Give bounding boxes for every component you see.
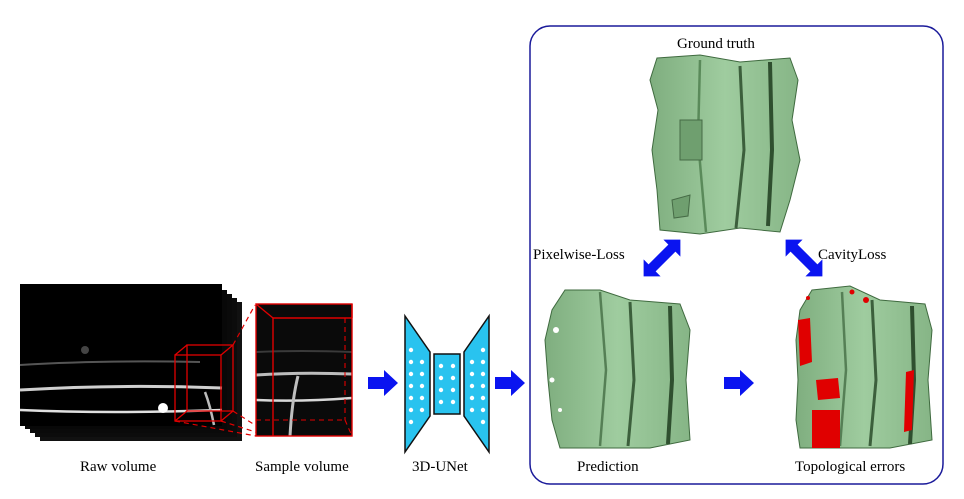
- prediction-label: Prediction: [577, 459, 639, 475]
- flow-arrows: [368, 370, 754, 396]
- cavity-loss-label: CavityLoss: [818, 247, 887, 263]
- ground-truth-surface: [649, 54, 801, 235]
- topological-errors-surface: [795, 285, 933, 449]
- unet-icon: [404, 313, 490, 455]
- arrow-sample-to-unet: [368, 370, 398, 396]
- crop-cube: [174, 344, 234, 422]
- unet-label: 3D-UNet: [412, 459, 468, 475]
- error-regions: [798, 289, 914, 448]
- sample-volume: [255, 303, 353, 437]
- raw-volume-label: Raw volume: [80, 459, 157, 475]
- cavity-loss-arrow: [785, 239, 823, 277]
- pixelwise-loss-label: Pixelwise-Loss: [533, 247, 625, 263]
- pixelwise-loss-arrow: [643, 239, 681, 277]
- arrow-prediction-to-errors: [724, 370, 754, 396]
- ground-truth-label: Ground truth: [677, 36, 755, 52]
- raw-volume-stack: [19, 284, 273, 441]
- arrow-unet-to-prediction: [495, 370, 525, 396]
- results-panel: [529, 25, 944, 485]
- prediction-surface: [544, 289, 691, 449]
- sample-volume-label: Sample volume: [255, 459, 349, 475]
- topological-errors-label: Topological errors: [795, 459, 906, 475]
- unet-dots: [408, 347, 486, 425]
